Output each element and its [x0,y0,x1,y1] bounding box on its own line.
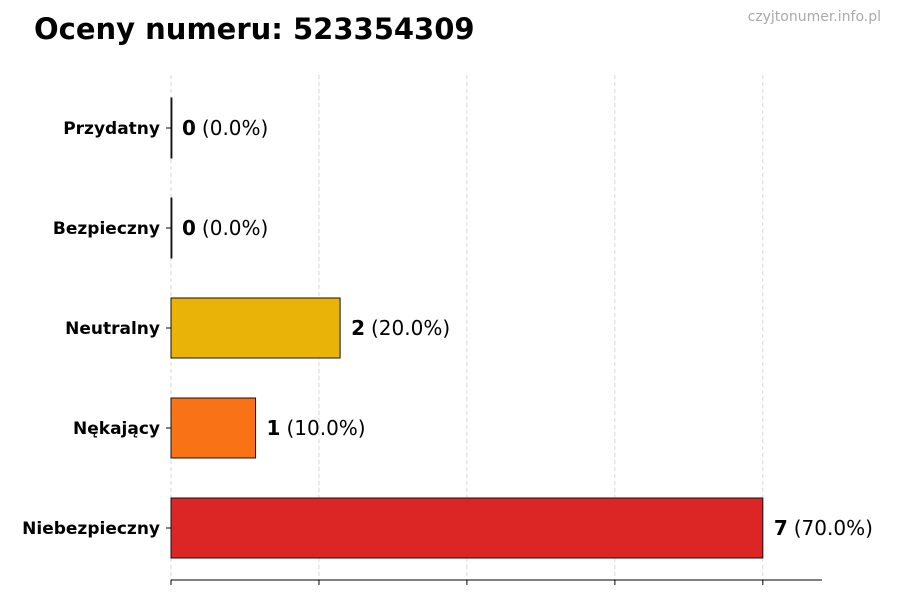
bar-0 [170,97,173,159]
category-label-1: Bezpieczny [53,219,160,239]
value-label-1: 0 (0.0%) [182,216,268,240]
category-label-3: Nękający [73,419,160,439]
watermark: czyjtonumer.info.pl [747,9,881,25]
value-label-4: 7 (70.0%) [774,516,873,540]
bar-1 [170,197,173,259]
bar-2 [170,297,341,359]
category-label-2: Neutralny [65,319,160,339]
chart-title: Oceny numeru: 523354309 [34,12,475,46]
category-label-0: Przydatny [63,119,160,139]
bar-3 [170,397,257,459]
value-label-2: 2 (20.0%) [351,316,450,340]
value-label-3: 1 (10.0%) [267,416,366,440]
bar-4 [170,497,764,559]
category-label-4: Niebezpieczny [22,519,160,539]
value-label-0: 0 (0.0%) [182,116,268,140]
